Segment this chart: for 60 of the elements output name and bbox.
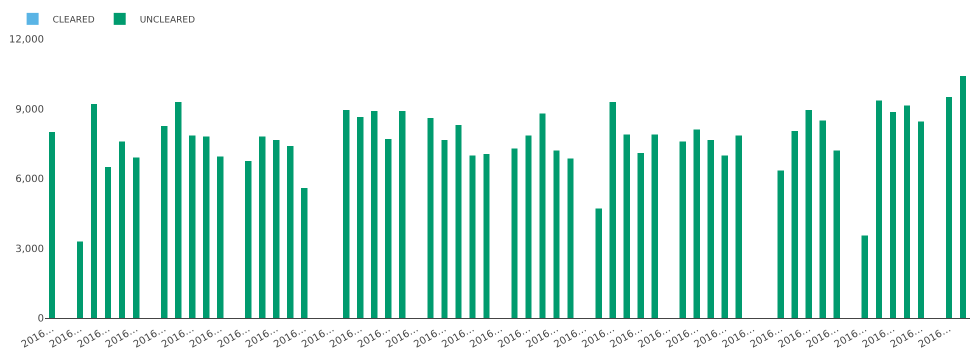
bar [287,146,294,318]
bar [834,150,840,318]
bar [623,134,630,318]
bar [539,113,546,318]
bar [385,138,392,318]
bar [806,110,812,318]
bar [118,141,126,318]
y-tick-label: 3,000 [15,244,44,255]
bar [960,76,966,318]
y-tick-label: 12,000 [9,34,44,46]
legend-label: CLEARED [52,15,95,26]
bar [427,118,434,318]
bar [708,140,714,318]
bar [736,135,742,318]
bar [189,135,196,318]
bar [904,105,910,318]
bar [862,235,868,318]
bar [918,122,924,318]
bar [778,170,784,318]
bar [595,208,602,318]
bar [399,111,406,318]
bar [90,104,98,318]
bar [637,152,644,318]
bar [357,116,364,318]
legend-label: UNCLEARED [140,15,196,26]
bar [174,102,182,318]
bar [890,112,896,318]
bar [609,102,616,318]
bar [820,120,826,318]
bar [652,134,658,318]
bar [722,155,728,318]
y-tick-label: 0 [38,314,44,324]
y-tick-label: 6,000 [15,174,44,185]
bar [48,132,56,318]
bar [567,158,574,318]
bar [301,188,308,318]
bar [217,156,224,318]
bar [441,140,448,318]
bar [245,161,252,318]
bar [343,110,350,318]
bar [259,136,266,318]
bar [792,130,798,318]
bar [469,155,476,318]
bar [525,135,532,318]
bar [203,136,210,318]
bar [455,125,462,318]
bar [694,130,700,318]
bar [680,141,686,318]
bar [273,140,280,318]
bar [946,97,952,318]
bar [104,166,112,318]
bar [76,241,84,318]
bar [553,150,560,318]
bar [511,148,518,318]
bar [483,154,490,318]
bar [371,111,378,318]
bar [132,158,140,318]
bar [160,126,168,318]
bar [876,100,882,318]
y-tick-label: 9,000 [15,104,44,116]
